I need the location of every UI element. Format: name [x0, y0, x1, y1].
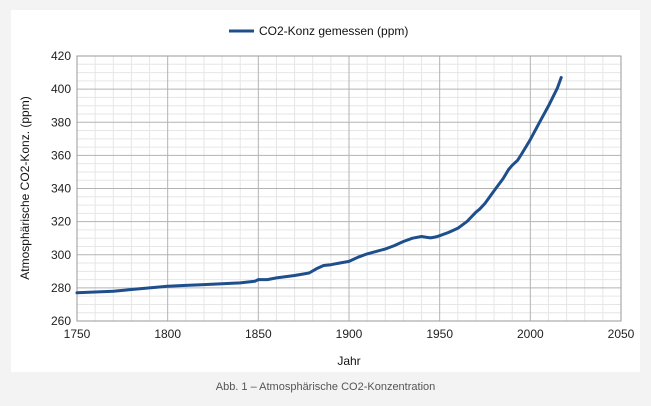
x-tick-labels: 1750 1800 1850 1900 1950 2000 2050	[64, 327, 635, 341]
x-tick-label: 1750	[64, 327, 91, 341]
x-axis-title: Jahr	[337, 354, 360, 368]
legend-label: CO2-Konz gemessen (ppm)	[259, 24, 408, 38]
figure-caption: Abb. 1 – Atmosphärische CO2-Konzentratio…	[215, 381, 436, 393]
y-tick-label: 420	[51, 49, 71, 63]
x-tick-label: 1900	[336, 327, 363, 341]
y-tick-label: 380	[51, 115, 71, 129]
series-line-co2	[75, 76, 563, 295]
x-tick-label: 1850	[245, 327, 272, 341]
plot-frame	[76, 55, 622, 322]
y-tick-label: 360	[51, 148, 71, 162]
y-tick-label: 260	[51, 314, 71, 328]
y-axis-title: Atmosphärische CO2-Konz. (ppm)	[18, 96, 32, 279]
x-tick-label: 1800	[154, 327, 181, 341]
legend: CO2-Konz gemessen (ppm)	[229, 24, 408, 38]
chart-svg: 1750 1800 1850 1900 1950 2000 2050 260 280 300 32…	[11, 10, 640, 372]
y-tick-label: 320	[51, 215, 71, 229]
x-tick-label: 2050	[608, 327, 635, 341]
x-tick-label: 1950	[426, 327, 453, 341]
grid	[76, 55, 622, 322]
y-tick-labels: 260 280 300 320 340 360 380 400 420	[51, 49, 71, 328]
y-tick-label: 300	[51, 248, 71, 262]
y-tick-label: 340	[51, 182, 71, 196]
y-tick-label: 280	[51, 281, 71, 295]
x-tick-label: 2000	[517, 327, 544, 341]
chart-background	[11, 10, 640, 372]
y-tick-label: 400	[51, 82, 71, 96]
